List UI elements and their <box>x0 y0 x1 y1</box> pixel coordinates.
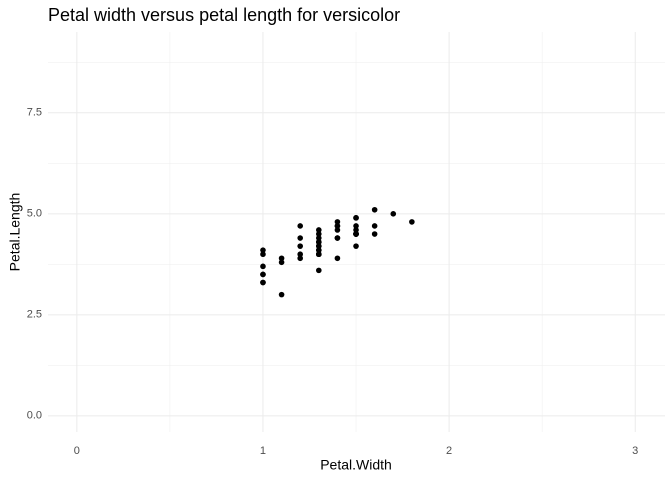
point <box>353 215 359 221</box>
y-tick-label: 7.5 <box>27 107 42 119</box>
x-tick-label: 1 <box>260 445 266 457</box>
point <box>390 211 397 217</box>
point <box>334 235 341 241</box>
y-tick-label: 2.5 <box>27 309 42 321</box>
y-tick-label: 0.0 <box>27 410 42 422</box>
point <box>371 231 378 237</box>
point <box>297 255 303 262</box>
point <box>334 219 341 225</box>
point <box>334 223 341 229</box>
point <box>353 223 359 229</box>
point <box>278 291 285 298</box>
point <box>260 271 266 278</box>
point <box>353 227 359 233</box>
x-tick-label: 0 <box>74 445 80 457</box>
point <box>297 235 303 241</box>
point <box>316 227 322 233</box>
x-axis-label: Petal.Width <box>320 457 392 473</box>
point <box>260 247 266 253</box>
point <box>316 247 322 253</box>
y-axis-label: Petal.Length <box>7 193 23 272</box>
y-tick-label: 5.0 <box>27 208 42 220</box>
point <box>371 223 378 229</box>
point <box>260 251 266 258</box>
point <box>278 259 285 266</box>
point <box>297 223 303 229</box>
x-tick-label: 2 <box>446 445 452 457</box>
point <box>353 243 359 249</box>
point <box>409 219 415 225</box>
point <box>260 279 266 286</box>
point <box>278 255 285 262</box>
point <box>316 267 322 274</box>
point <box>316 231 322 237</box>
point <box>353 231 359 237</box>
point <box>260 263 266 270</box>
point <box>316 243 322 249</box>
point <box>371 206 378 213</box>
point <box>334 255 341 262</box>
point <box>316 239 322 245</box>
point <box>316 251 322 258</box>
chart-title: Petal width versus petal length for vers… <box>48 5 400 25</box>
point <box>297 243 303 249</box>
point <box>316 235 322 241</box>
point <box>297 251 303 258</box>
x-tick-label: 3 <box>632 445 638 457</box>
point <box>334 227 341 233</box>
